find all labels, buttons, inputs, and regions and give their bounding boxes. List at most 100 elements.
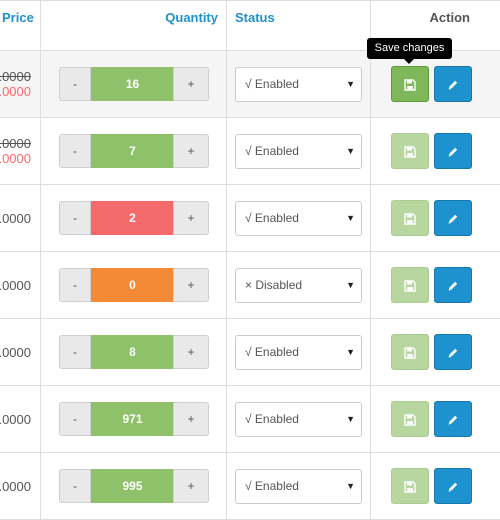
quantity-value: 16	[91, 67, 174, 101]
save-icon	[404, 212, 416, 225]
status-select[interactable]: √ Enabled ▼	[235, 469, 362, 504]
quantity-decrease-button[interactable]: -	[59, 134, 91, 168]
status-column-cell: × Disabled ▼	[226, 252, 370, 318]
table-row: .0000 -995 + √ Enabled ▼	[0, 453, 500, 520]
status-selected-value: √ Enabled	[245, 211, 299, 225]
action-column-cell	[370, 453, 500, 519]
quantity-increase-button[interactable]: +	[173, 402, 209, 436]
quantity-stepper: -8 +	[59, 335, 209, 369]
action-column-cell	[370, 319, 500, 385]
action-column-cell	[370, 118, 500, 184]
quantity-decrease-button[interactable]: -	[59, 268, 91, 302]
column-header-price[interactable]: Price	[2, 10, 34, 25]
status-select[interactable]: √ Enabled ▼	[235, 67, 362, 102]
save-button[interactable]	[391, 66, 429, 102]
save-tooltip: Save changes	[367, 38, 452, 59]
quantity-value: 995	[91, 469, 174, 503]
edit-button[interactable]	[434, 133, 472, 169]
table-row: .0000 -8 + √ Enabled ▼	[0, 319, 500, 386]
quantity-increase-button[interactable]: +	[173, 67, 209, 101]
save-icon	[404, 279, 416, 292]
save-button[interactable]	[391, 200, 429, 236]
edit-button[interactable]	[434, 200, 472, 236]
status-column-cell: √ Enabled ▼	[226, 386, 370, 452]
price-value: .0000	[0, 479, 31, 494]
price-column-cell: .0000	[0, 386, 40, 452]
save-button[interactable]	[391, 133, 429, 169]
save-icon	[404, 480, 416, 493]
edit-button[interactable]	[434, 267, 472, 303]
quantity-column-cell: -971 +	[40, 386, 226, 452]
column-header-quantity[interactable]: Quantity	[40, 1, 226, 50]
status-select[interactable]: √ Enabled ▼	[235, 335, 362, 370]
status-selected-value: √ Enabled	[245, 412, 299, 426]
price-cell: .0000	[0, 345, 31, 360]
price-cell: .0000	[0, 278, 31, 293]
quantity-increase-button[interactable]: +	[173, 335, 209, 369]
price-cell: .0000.0000	[0, 69, 31, 99]
status-select[interactable]: √ Enabled ▼	[235, 402, 362, 437]
quantity-column-cell: -7 +	[40, 118, 226, 184]
quantity-column-cell: -995 +	[40, 453, 226, 519]
edit-button[interactable]	[434, 468, 472, 504]
action-column-cell	[370, 51, 500, 117]
tooltip-arrow	[404, 59, 414, 64]
pencil-icon	[447, 414, 459, 426]
quantity-value: 7	[91, 134, 174, 168]
quantity-decrease-button[interactable]: -	[59, 402, 91, 436]
price-cell: .0000	[0, 479, 31, 494]
quantity-increase-button[interactable]: +	[173, 268, 209, 302]
price-cell: .0000.0000	[0, 136, 31, 166]
save-button[interactable]	[391, 267, 429, 303]
price-value: .0000	[0, 211, 31, 226]
column-header-status[interactable]: Status	[226, 1, 370, 50]
caret-down-icon: ▼	[346, 347, 355, 357]
pencil-icon	[447, 481, 459, 493]
status-column-cell: √ Enabled ▼	[226, 118, 370, 184]
quantity-value: 2	[91, 201, 174, 235]
pencil-icon	[447, 146, 459, 158]
quantity-stepper: -971 +	[59, 402, 209, 436]
status-select[interactable]: √ Enabled ▼	[235, 134, 362, 169]
quantity-value: 8	[91, 335, 174, 369]
price-cell: .0000	[0, 412, 31, 427]
action-column-cell	[370, 185, 500, 251]
status-select[interactable]: × Disabled ▼	[235, 268, 362, 303]
caret-down-icon: ▼	[346, 481, 355, 491]
edit-button[interactable]	[434, 334, 472, 370]
quantity-stepper: -2 +	[59, 201, 209, 235]
pencil-icon	[447, 79, 459, 91]
quantity-stepper: -995 +	[59, 469, 209, 503]
table-row: .0000 -971 + √ Enabled ▼	[0, 386, 500, 453]
save-icon	[404, 78, 416, 91]
quantity-decrease-button[interactable]: -	[59, 67, 91, 101]
caret-down-icon: ▼	[346, 280, 355, 290]
save-button[interactable]	[391, 334, 429, 370]
quantity-stepper: -7 +	[59, 134, 209, 168]
quantity-value: 971	[91, 402, 174, 436]
table-row: .0000.0000-7 + √ Enabled ▼	[0, 118, 500, 185]
save-button[interactable]	[391, 401, 429, 437]
table-row: .0000 -0 + × Disabled ▼	[0, 252, 500, 319]
status-selected-value: √ Enabled	[245, 77, 299, 91]
quantity-decrease-button[interactable]: -	[59, 201, 91, 235]
save-button[interactable]	[391, 468, 429, 504]
edit-button[interactable]	[434, 401, 472, 437]
status-select[interactable]: √ Enabled ▼	[235, 201, 362, 236]
quantity-increase-button[interactable]: +	[173, 201, 209, 235]
caret-down-icon: ▼	[346, 79, 355, 89]
action-column-cell	[370, 252, 500, 318]
quantity-decrease-button[interactable]: -	[59, 469, 91, 503]
quantity-value: 0	[91, 268, 174, 302]
quantity-decrease-button[interactable]: -	[59, 335, 91, 369]
edit-button[interactable]	[434, 66, 472, 102]
price-value: .0000	[0, 412, 31, 427]
status-selected-value: × Disabled	[245, 278, 303, 292]
price-special: .0000	[0, 84, 31, 99]
status-selected-value: √ Enabled	[245, 345, 299, 359]
status-column-cell: √ Enabled ▼	[226, 319, 370, 385]
quantity-increase-button[interactable]: +	[173, 134, 209, 168]
price-column-cell: .0000	[0, 453, 40, 519]
quantity-increase-button[interactable]: +	[173, 469, 209, 503]
quantity-column-cell: -16 +	[40, 51, 226, 117]
